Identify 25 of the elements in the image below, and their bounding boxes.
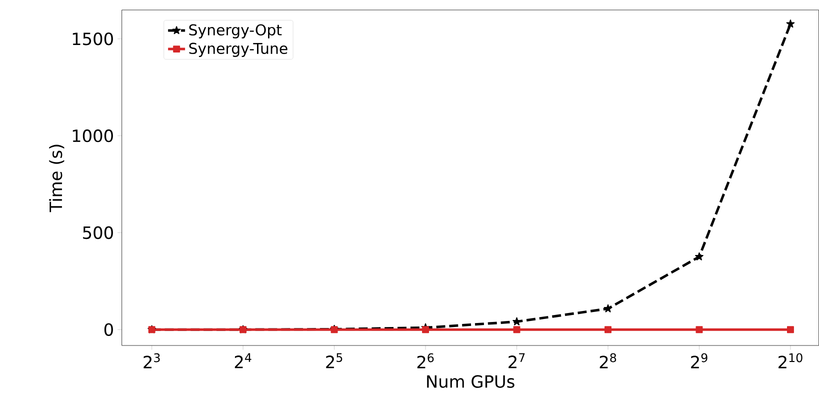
point — [786, 326, 794, 333]
point — [604, 326, 612, 333]
x-tick-label: 2$^{9}$ — [691, 353, 708, 368]
x-tick-label: 2$^{8}$ — [600, 353, 616, 368]
y-tick-label: 0 — [104, 323, 113, 336]
legend-label: Synergy-Tune — [189, 42, 288, 57]
point — [786, 19, 795, 28]
x-tick-label: 2$^{5}$ — [326, 353, 342, 368]
x-tick-label: 2$^{7}$ — [508, 353, 525, 368]
point — [696, 326, 703, 333]
y-tick-label: 1500 — [72, 32, 113, 46]
point — [604, 304, 612, 312]
x-tick-label: 2$^{6}$ — [417, 353, 434, 368]
point — [695, 252, 704, 260]
x-axis-title: Num GPUs — [427, 374, 514, 388]
y-tick-label: 1000 — [72, 129, 113, 142]
x-tick-label: 2$^{4}$ — [234, 353, 252, 368]
y-axis-title: Time (s) — [49, 144, 64, 212]
point — [422, 326, 430, 333]
legend-label: Synergy-Opt — [189, 24, 282, 38]
x-tick-label: 2$^{3}$ — [144, 353, 160, 368]
x-tick-label: 2$^{10}$ — [778, 353, 802, 368]
point — [512, 317, 521, 326]
y-tick-label: 500 — [83, 226, 113, 239]
point — [513, 326, 520, 333]
